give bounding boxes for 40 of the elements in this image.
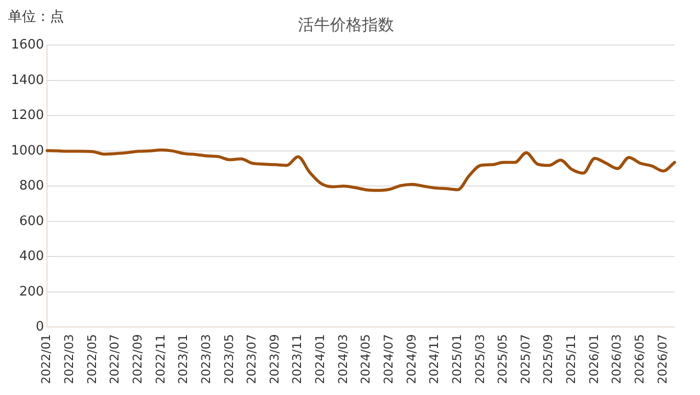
x-tick-label: 2026/07 xyxy=(655,334,670,384)
x-tick-label: 2022/11 xyxy=(153,334,168,384)
y-tick-label: 800 xyxy=(19,178,44,194)
x-tick-label: 2025/03 xyxy=(472,334,487,384)
x-tick-label: 2025/07 xyxy=(518,334,532,384)
x-tick-label: 2026/05 xyxy=(632,334,646,384)
x-tick-label: 2022/01 xyxy=(39,334,54,384)
x-tick-label: 2024/07 xyxy=(381,334,396,384)
x-tick-label: 2022/07 xyxy=(108,334,122,384)
x-tick-label: 2026/03 xyxy=(610,334,624,384)
x-tick-label: 2024/01 xyxy=(313,334,328,384)
x-tick-label: 2023/05 xyxy=(222,334,236,384)
line-series xyxy=(46,148,676,192)
y-tick-label: 1200 xyxy=(10,108,44,124)
x-tick-label: 2023/01 xyxy=(176,334,190,384)
y-tick-label: 0 xyxy=(36,320,44,335)
x-tick-label: 2024/03 xyxy=(336,334,350,384)
y-tick-label: 1600 xyxy=(10,38,44,53)
y-tick-label: 400 xyxy=(19,249,44,264)
x-tick-label: 2022/09 xyxy=(130,334,144,384)
x-tick-label: 2024/09 xyxy=(404,334,418,384)
x-tick-label: 2024/05 xyxy=(358,334,373,384)
y-tick-label: 600 xyxy=(19,214,44,229)
x-tick-label: 2022/05 xyxy=(84,334,99,384)
x-tick-label: 2025/01 xyxy=(450,334,464,384)
y-tick-label: 1000 xyxy=(10,143,44,158)
chart-title: 活牛价格指数 xyxy=(298,14,394,34)
x-tick-label: 2022/03 xyxy=(62,334,76,384)
x-tick-label: 2023/03 xyxy=(198,334,213,384)
y-tick-label: 1400 xyxy=(10,72,44,88)
y-tick-label: 200 xyxy=(19,284,44,300)
x-tick-label: 2025/05 xyxy=(496,334,510,384)
x-tick-label: 2025/11 xyxy=(564,334,578,384)
x-tick-label: 2023/09 xyxy=(267,334,282,384)
x-tick-label: 2023/07 xyxy=(244,334,259,384)
y-axis-title: 单位：点 xyxy=(8,8,64,26)
x-tick-label: 2024/11 xyxy=(427,334,442,384)
x-tick-label: 2026/01 xyxy=(586,334,601,384)
x-tick-label: 2023/11 xyxy=(290,334,304,384)
x-tick-label: 2025/09 xyxy=(541,334,556,384)
